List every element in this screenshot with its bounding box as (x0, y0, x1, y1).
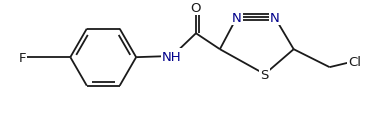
Text: S: S (261, 68, 269, 81)
Text: N: N (232, 12, 242, 25)
Text: Cl: Cl (348, 55, 361, 68)
Text: NH: NH (162, 50, 182, 63)
Text: O: O (191, 2, 201, 15)
Text: F: F (18, 51, 26, 64)
Text: N: N (270, 12, 280, 25)
